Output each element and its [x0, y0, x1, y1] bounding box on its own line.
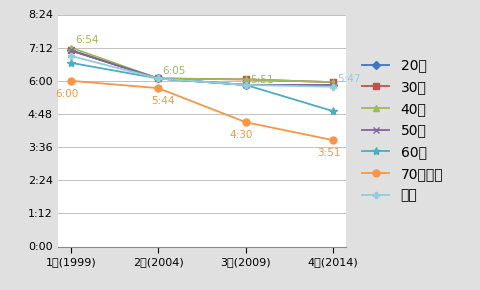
30대: [330, 80, 336, 84]
30대: [68, 49, 73, 52]
Text: 5:44: 5:44: [151, 97, 174, 106]
60대: [155, 77, 161, 80]
Text: 4:30: 4:30: [229, 130, 252, 140]
Line: 40대: 40대: [67, 44, 336, 86]
30대: [155, 77, 161, 80]
Text: 6:54: 6:54: [75, 35, 98, 45]
Line: 50대: 50대: [67, 47, 336, 88]
20대: [68, 49, 73, 52]
전체: [330, 85, 336, 88]
70대이상: [330, 138, 336, 142]
Text: 5:47: 5:47: [337, 75, 360, 84]
50대: [155, 77, 161, 80]
40대: [330, 80, 336, 84]
Line: 30대: 30대: [68, 48, 336, 85]
전체: [68, 54, 73, 58]
40대: [155, 77, 161, 80]
60대: [68, 61, 73, 65]
20대: [155, 77, 161, 80]
Line: 70대이상: 70대이상: [67, 77, 336, 144]
50대: [242, 83, 248, 87]
Text: 6:00: 6:00: [55, 89, 78, 99]
50대: [330, 83, 336, 87]
Line: 60대: 60대: [67, 59, 336, 115]
70대이상: [242, 120, 248, 124]
Text: 6:05: 6:05: [162, 66, 186, 76]
50대: [68, 49, 73, 52]
60대: [330, 109, 336, 113]
70대이상: [68, 79, 73, 83]
60대: [242, 83, 248, 87]
Legend: 20대, 30대, 40대, 50대, 60대, 70대이상, 전체: 20대, 30대, 40대, 50대, 60대, 70대이상, 전체: [355, 53, 448, 208]
Line: 전체: 전체: [67, 52, 336, 90]
Text: 3:51: 3:51: [316, 148, 340, 158]
70대이상: [155, 86, 161, 90]
Text: 5:51: 5:51: [250, 75, 273, 85]
전체: [155, 77, 161, 80]
30대: [242, 78, 248, 81]
40대: [242, 78, 248, 81]
Line: 20대: 20대: [68, 48, 336, 88]
20대: [330, 83, 336, 87]
전체: [242, 83, 248, 87]
40대: [68, 46, 73, 49]
20대: [242, 83, 248, 87]
